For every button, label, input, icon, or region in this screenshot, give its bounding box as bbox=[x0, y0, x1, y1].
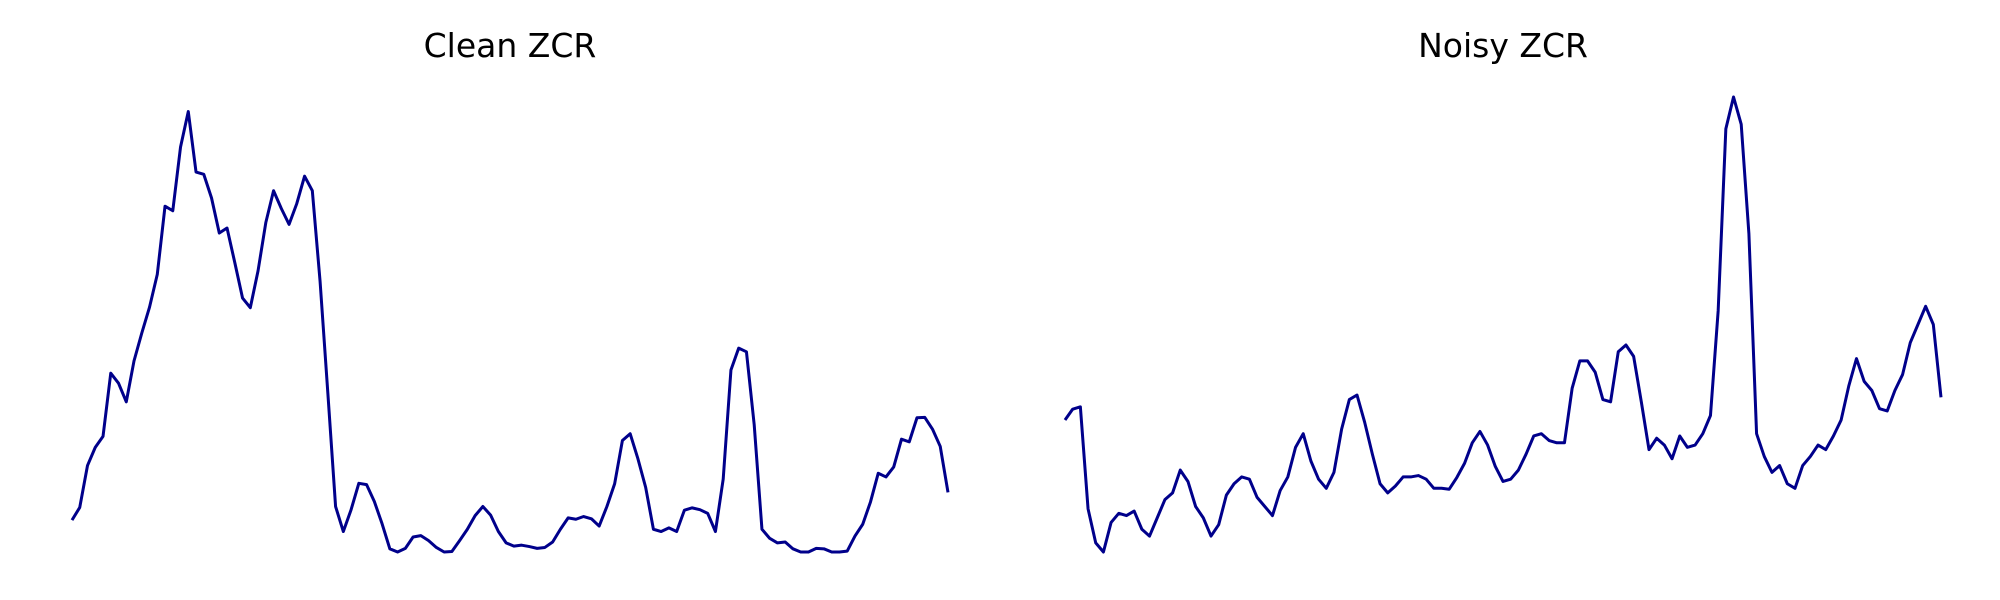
chart-title: Noisy ZCR bbox=[1418, 26, 1588, 65]
chart-title: Clean ZCR bbox=[423, 26, 597, 65]
chart-panel-noisy: Noisy ZCR bbox=[1063, 0, 1943, 600]
series-line bbox=[70, 110, 950, 554]
line-plot-clean bbox=[70, 110, 950, 554]
chart-panel-clean: Clean ZCR bbox=[70, 0, 950, 600]
series-line bbox=[1063, 95, 1943, 554]
line-plot-noisy bbox=[1063, 95, 1943, 554]
